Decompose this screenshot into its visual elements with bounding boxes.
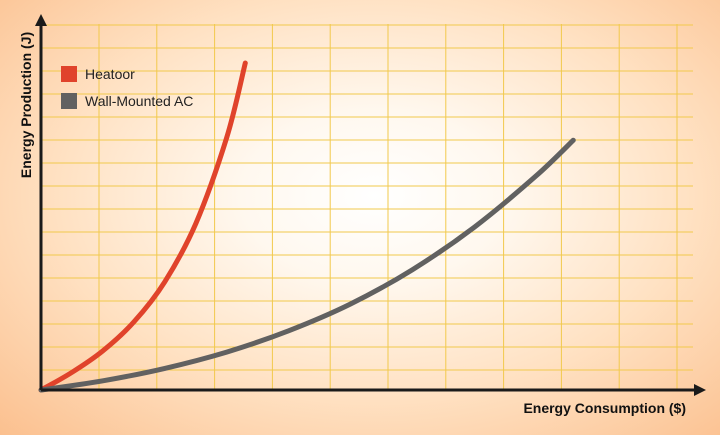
x-axis-arrow [694,384,706,396]
series-line-wall-mounted-ac [38,137,576,393]
legend-label-heatoor: Heatoor [85,66,135,82]
x-axis-title: Energy Consumption ($) [523,400,686,416]
series-group [38,60,576,393]
series-line-heatoor [38,60,248,393]
grid [41,24,693,390]
legend: Heatoor Wall-Mounted AC [61,66,193,109]
y-axis-arrow [35,14,47,26]
legend-label-wall-mounted-ac: Wall-Mounted AC [85,93,193,109]
legend-swatch-heatoor [61,66,77,82]
axes [35,14,706,396]
y-axis-title: Energy Production (J) [18,32,34,178]
legend-swatch-wall-mounted-ac [61,93,77,109]
